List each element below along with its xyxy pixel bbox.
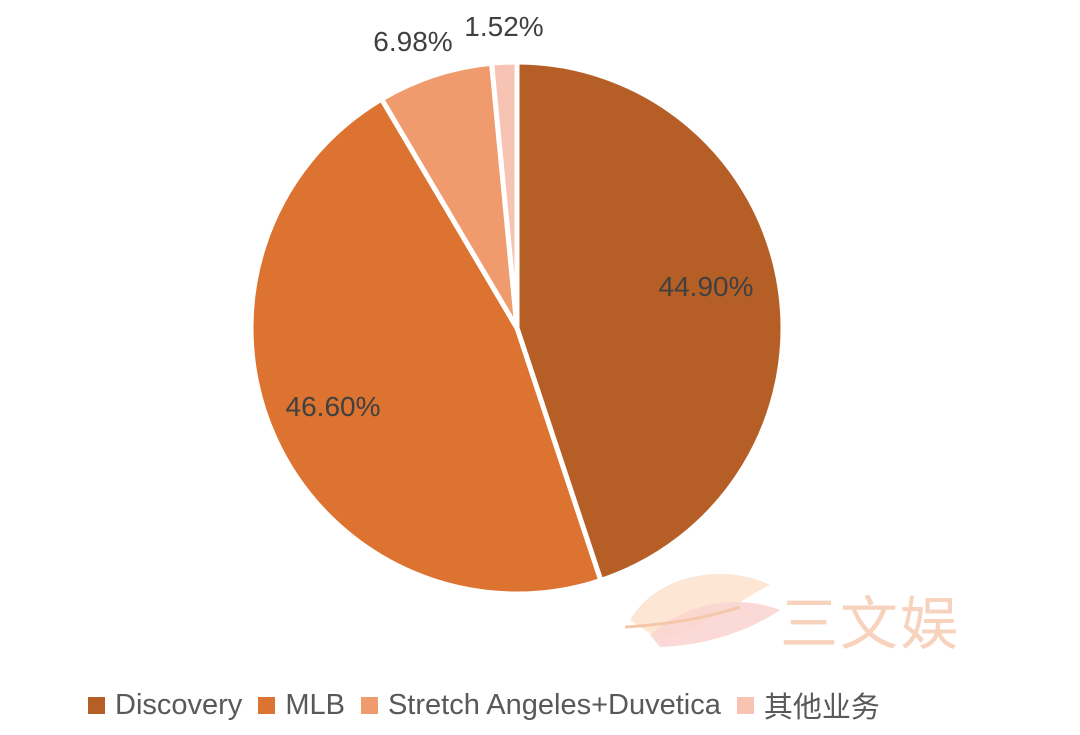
pie-slice-0 <box>514 59 786 583</box>
legend-swatch-2 <box>360 696 378 714</box>
legend-label-1: MLB <box>285 688 345 721</box>
legend-item-1: MLB <box>258 689 345 722</box>
legend-label-3: 其他业务 <box>763 692 880 724</box>
pie-slice-1 <box>248 96 604 597</box>
data-label-3: 1.52% <box>464 11 543 42</box>
data-label-1: 46.60% <box>286 391 381 422</box>
legend-item-3: 其他业务 <box>736 684 880 726</box>
pie-slice-3 <box>489 59 520 331</box>
legend-item-2: Stretch Angeles+Duvetica <box>360 688 721 722</box>
legend-swatch-1 <box>258 696 276 714</box>
data-label-0: 44.90% <box>659 271 754 302</box>
legend: Discovery MLB Stretch Angeles+Duvetica 其他业务 <box>88 684 896 726</box>
watermark-leaf-icon <box>624 574 780 647</box>
legend-item-0: Discovery <box>88 689 242 722</box>
legend-swatch-0 <box>88 696 105 714</box>
legend-label-0: Discovery <box>115 688 243 721</box>
legend-label-2: Stretch Angeles+Duvetica <box>387 688 721 721</box>
watermark: 三文娱 <box>620 565 960 660</box>
data-label-2: 6.98% <box>373 26 452 57</box>
watermark-text: 三文娱 <box>780 590 961 658</box>
legend-swatch-3 <box>736 696 754 714</box>
